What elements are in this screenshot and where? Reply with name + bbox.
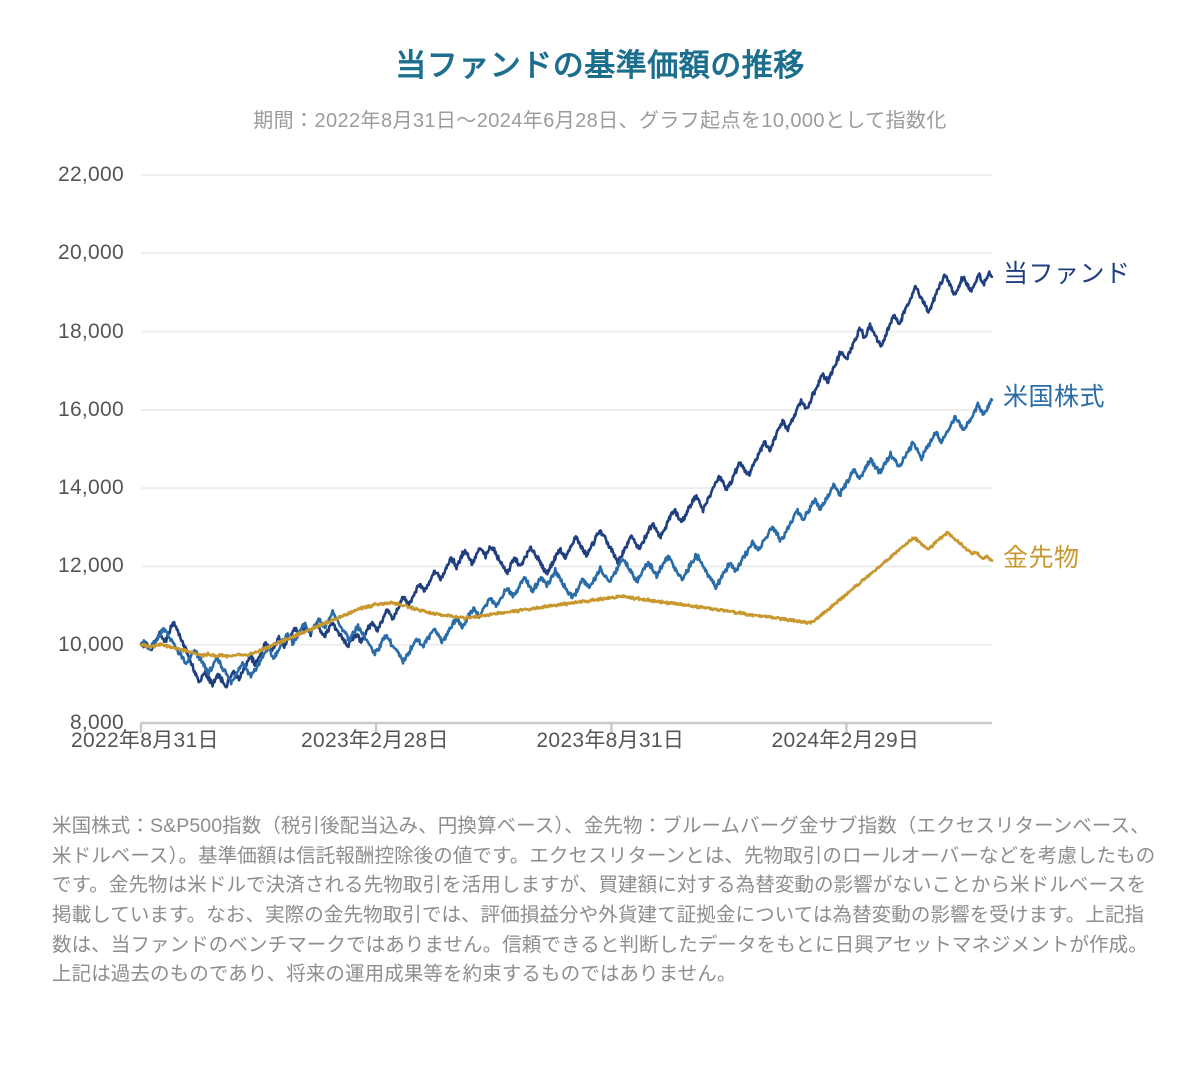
- y-axis-tick-label: 20,000: [57, 241, 124, 265]
- series-label-3: 金先物: [1003, 543, 1080, 572]
- series-label-2: 米国株式: [1003, 383, 1106, 412]
- y-axis-tick-label: 16,000: [57, 397, 124, 421]
- y-axis-tick-label: 14,000: [57, 476, 124, 500]
- x-axis-tick-label: 2022年8月31日: [71, 729, 219, 752]
- y-axis-tick-labels: 8,000 10,000 12,000 14,000 16,000 18,000 20,00…: [12, 0, 124, 790]
- x-axis-tick-label: 2024年2月29日: [771, 729, 920, 752]
- line-chart-svg: [139, 174, 994, 733]
- page-title: 当ファンドの基準価額の推移: [395, 48, 805, 83]
- y-axis-tick-label: 12,000: [57, 554, 124, 578]
- y-axis-tick-label: 22,000: [57, 163, 124, 186]
- y-axis-tick-label: 10,000: [57, 632, 124, 656]
- chart-plot-area: 8,000 10,000 12,000 14,000 16,000 18,000 20,00…: [12, 0, 1131, 790]
- y-axis-tick-label: 8,000: [69, 711, 124, 734]
- series-line-3: [139, 530, 994, 659]
- x-axis-tick-labels: 2022年8月31日 2023年2月28日 2023年8月31日 2024年2月29日: [71, 729, 920, 752]
- y-axis-tick-label: 18,000: [57, 319, 124, 343]
- chart-subtitle: 期間：2022年8月31日～2024年6月28日、グラフ起点を10,000として…: [253, 110, 947, 132]
- footnote-text: 米国株式：S&P500指数（税引後配当込み、円換算ベース）、金先物：ブルームバー…: [52, 815, 1156, 986]
- x-axis-tick-label: 2023年8月31日: [536, 729, 685, 752]
- series-label-1: 当ファンド: [1003, 259, 1131, 288]
- x-axis-tick-label: 2023年2月28日: [301, 729, 449, 752]
